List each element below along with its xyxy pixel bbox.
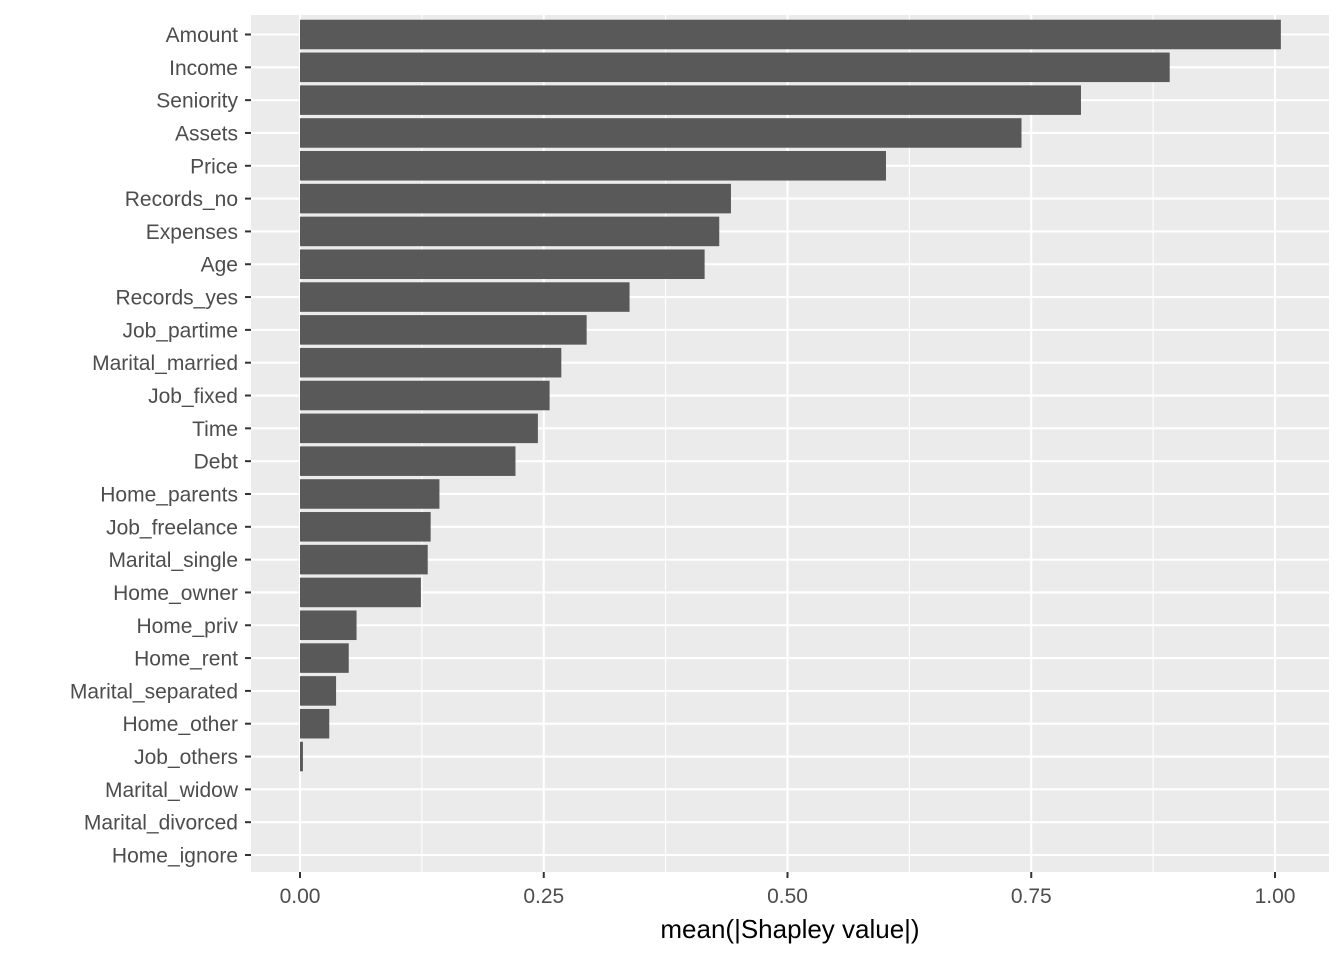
x-tick-label: 0.25 bbox=[523, 885, 564, 908]
x-tick-label: 0.00 bbox=[280, 885, 321, 908]
y-tick-label: Age bbox=[201, 254, 238, 277]
bar bbox=[300, 52, 1170, 83]
y-tick-label: Job_others bbox=[134, 746, 238, 769]
bar bbox=[300, 479, 440, 509]
y-tick-label: Time bbox=[192, 418, 238, 441]
y-tick-label: Records_yes bbox=[115, 287, 238, 310]
bar bbox=[300, 741, 303, 772]
y-tick-label: Marital_separated bbox=[70, 680, 238, 703]
y-axis: Amount Income Seniority Assets Price Records_… bbox=[70, 24, 251, 868]
bar bbox=[300, 183, 731, 214]
bar bbox=[300, 544, 428, 575]
y-tick-label: Home_parents bbox=[100, 483, 238, 506]
y-tick-label: Home_other bbox=[122, 713, 238, 736]
y-tick-label: Marital_divorced bbox=[84, 812, 238, 835]
bar bbox=[300, 85, 1081, 115]
bar bbox=[300, 315, 587, 345]
y-tick-label: Seniority bbox=[156, 90, 238, 113]
y-tick-label: Marital_married bbox=[92, 352, 238, 375]
bar bbox=[300, 380, 550, 411]
bar-series bbox=[300, 19, 1281, 772]
bar bbox=[300, 413, 538, 444]
bar bbox=[300, 19, 1281, 50]
bar bbox=[300, 512, 431, 542]
y-tick-label: Job_freelance bbox=[106, 516, 238, 539]
bar bbox=[300, 708, 330, 739]
x-axis-title: mean(|Shapley value|) bbox=[660, 914, 919, 944]
bar bbox=[300, 577, 421, 608]
y-tick-label: Records_no bbox=[125, 188, 238, 211]
y-tick-label: Assets bbox=[175, 122, 238, 145]
bar bbox=[300, 118, 1022, 148]
bar bbox=[300, 347, 562, 378]
x-axis: 0.00 0.25 0.50 0.75 1.00 bbox=[280, 872, 1296, 908]
y-tick-label: Expenses bbox=[146, 221, 238, 244]
bar bbox=[300, 249, 705, 280]
y-tick-label: Marital_widow bbox=[105, 779, 239, 802]
bar bbox=[300, 643, 349, 673]
bar bbox=[300, 446, 516, 476]
y-tick-label: Home_ignore bbox=[112, 845, 238, 868]
y-tick-label: Home_owner bbox=[113, 582, 238, 605]
x-tick-label: 0.50 bbox=[767, 885, 808, 908]
y-tick-label: Job_partime bbox=[122, 319, 238, 342]
y-tick-label: Debt bbox=[194, 451, 239, 474]
bar bbox=[300, 151, 886, 181]
y-tick-label: Job_fixed bbox=[148, 385, 238, 408]
y-tick-label: Income bbox=[169, 57, 238, 80]
x-tick-label: 0.75 bbox=[1011, 885, 1052, 908]
bar bbox=[300, 216, 720, 247]
bar bbox=[300, 282, 630, 312]
y-tick-label: Home_rent bbox=[134, 648, 238, 671]
y-tick-label: Home_priv bbox=[136, 615, 238, 638]
y-tick-label: Marital_single bbox=[108, 549, 238, 572]
bar bbox=[300, 610, 357, 641]
x-tick-label: 1.00 bbox=[1255, 885, 1296, 908]
y-tick-label: Price bbox=[190, 155, 238, 178]
bar bbox=[300, 676, 337, 706]
y-tick-label: Amount bbox=[166, 24, 239, 47]
